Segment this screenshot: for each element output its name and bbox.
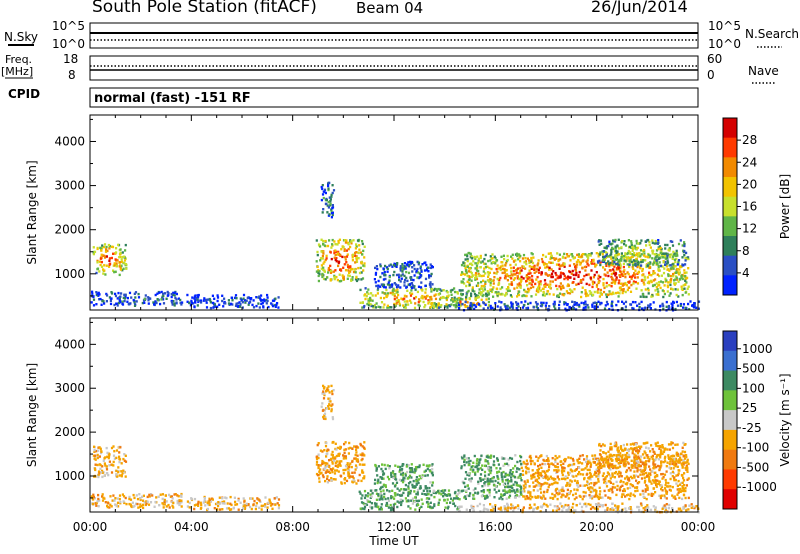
freq-unit: [MHz] bbox=[1, 65, 34, 78]
cpid-panel bbox=[89, 87, 699, 108]
freq-tick-bottom: 8 bbox=[68, 68, 76, 82]
x-tick-label: 00:00 bbox=[73, 520, 108, 534]
colorbar-tick-label: 28 bbox=[742, 133, 757, 147]
y-tick-label: 2000 bbox=[54, 425, 85, 439]
cpid-text: normal (fast) -151 RF bbox=[94, 91, 251, 106]
y-axis-label: Slant Range [km] bbox=[25, 160, 39, 264]
x-tick-label: 20:00 bbox=[579, 520, 614, 534]
colorbar-swatch bbox=[723, 410, 737, 431]
colorbar-swatch bbox=[723, 236, 737, 257]
nsky-tick-top: 10^5 bbox=[52, 19, 85, 33]
x-axis-label: Time UT bbox=[368, 534, 419, 548]
x-tick-label: 12:00 bbox=[377, 520, 412, 534]
y-tick-label: 2000 bbox=[54, 223, 85, 237]
colorbar: 4 8 12 16 20 24 28 Power [dB] bbox=[722, 117, 792, 296]
colorbar-frame bbox=[722, 330, 738, 510]
colorbar-tick-label: -1000 bbox=[742, 480, 777, 494]
colorbar-swatch bbox=[723, 255, 737, 276]
colorbar-tick-label: 8 bbox=[742, 244, 750, 258]
colorbar-swatch bbox=[723, 331, 737, 352]
colorbar-tick-label: 1000 bbox=[742, 342, 773, 356]
nsky-panel bbox=[89, 22, 699, 49]
y-tick-label: 4000 bbox=[54, 134, 85, 148]
nsearch-tick-top: 10^5 bbox=[708, 19, 741, 33]
y-tick-label: 1000 bbox=[54, 267, 85, 281]
freq-label: Freq. bbox=[5, 53, 33, 66]
colorbar-tick-label: -500 bbox=[742, 460, 769, 474]
station-title: South Pole Station (fitACF) bbox=[92, 0, 317, 17]
colorbar-swatch bbox=[723, 449, 737, 470]
x-tick-label: 00:00 bbox=[681, 520, 716, 534]
colorbar-swatch bbox=[723, 216, 737, 237]
heatmap-panel-2: 1000 2000 3000 4000 Slant Range [km] 00:00 04:… bbox=[25, 317, 792, 548]
nsearch-label: N.Search bbox=[745, 27, 800, 41]
nsky-tick-bottom: 10^0 bbox=[52, 37, 85, 51]
colorbar-swatch bbox=[723, 118, 737, 139]
colorbar-swatch bbox=[723, 157, 737, 178]
heatmap-cells bbox=[90, 181, 701, 312]
y-tick-label: 3000 bbox=[54, 381, 85, 395]
colorbar-swatch bbox=[723, 390, 737, 411]
colorbar-tick-label: 100 bbox=[742, 381, 765, 395]
colorbar-tick-label: 500 bbox=[742, 362, 765, 376]
x-tick-label: 16:00 bbox=[478, 520, 513, 534]
plot-frame bbox=[89, 114, 699, 311]
colorbar-swatch bbox=[723, 429, 737, 451]
colorbar-swatch bbox=[723, 196, 737, 217]
colorbar-swatch bbox=[723, 275, 737, 296]
date-label: 26/Jun/2014 bbox=[591, 0, 688, 16]
colorbar-tick-label: 24 bbox=[742, 155, 757, 169]
colorbar-tick-label: 4 bbox=[742, 266, 750, 280]
freq-tick-top: 18 bbox=[63, 52, 79, 66]
freq-panel bbox=[89, 55, 699, 81]
nsky-label: N.Sky bbox=[4, 30, 39, 44]
colorbar-swatch bbox=[723, 177, 737, 198]
y-tick-label: 4000 bbox=[54, 337, 85, 351]
nave-tick-bottom: 0 bbox=[707, 68, 715, 82]
colorbar-swatch bbox=[723, 350, 737, 372]
beam-label: Beam 04 bbox=[356, 0, 424, 17]
colorbar-tick-label: 16 bbox=[742, 200, 757, 214]
colorbar-swatch bbox=[723, 489, 737, 510]
cpid-label: CPID bbox=[8, 87, 41, 101]
colorbar-swatch bbox=[723, 370, 737, 391]
x-tick-label: 08:00 bbox=[275, 520, 310, 534]
x-tick-label: 04:00 bbox=[174, 520, 209, 534]
colorbar-tick-label: 20 bbox=[742, 177, 757, 191]
y-tick-label: 3000 bbox=[54, 179, 85, 193]
colorbar-tick-label: 25 bbox=[742, 401, 757, 415]
colorbar-label: Power [dB] bbox=[778, 174, 792, 239]
nave-tick-top: 60 bbox=[707, 52, 723, 66]
nsearch-tick-bottom: 10^0 bbox=[708, 37, 741, 51]
heatmap-cells bbox=[90, 384, 700, 514]
colorbar-swatch bbox=[723, 469, 737, 490]
colorbar-tick-label: -25 bbox=[742, 421, 762, 435]
y-tick-label: 1000 bbox=[54, 469, 85, 483]
y-axis-label: Slant Range [km] bbox=[25, 363, 39, 467]
colorbar-tick-label: 12 bbox=[742, 222, 757, 236]
colorbar-tick-label: -100 bbox=[742, 441, 769, 455]
colorbar-swatch bbox=[723, 137, 737, 158]
colorbar-label: Velocity [m s⁻¹] bbox=[778, 373, 792, 466]
heatmap-panel-1: 1000 2000 3000 4000 Slant Range [km] 4 8 12 16 20… bbox=[25, 114, 792, 312]
nave-label: Nave bbox=[748, 64, 779, 78]
